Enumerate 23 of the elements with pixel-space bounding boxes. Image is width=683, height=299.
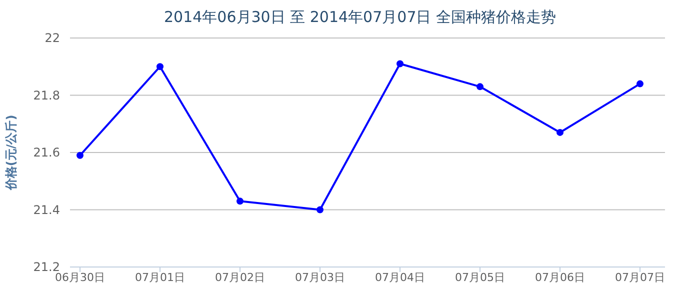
point: [476, 83, 484, 90]
x-tick-label: 06月30日: [55, 271, 105, 284]
y-tick-label: 21.8: [33, 88, 60, 102]
x-tick-label: 07月02日: [215, 271, 265, 284]
point: [396, 60, 404, 68]
x-tick-label: 07月01日: [135, 271, 185, 284]
y-tick-label: 21.4: [33, 202, 60, 217]
x-tick-label: 07月06日: [535, 271, 585, 284]
y-tick-label: 21.6: [33, 146, 60, 160]
point: [316, 206, 324, 214]
y-tick-label: 22: [44, 31, 60, 45]
point: [236, 198, 244, 205]
point: [636, 80, 644, 88]
x-tick-label: 07月03日: [295, 271, 345, 284]
chart-title: 2014年06月30日 至 2014年07月07日 全国种猪价格走势: [164, 8, 556, 26]
point: [556, 128, 564, 136]
y-axis-title: 价格(元/公斤): [4, 114, 18, 192]
y-tick-label: 21.2: [33, 260, 60, 274]
point: [156, 63, 164, 70]
x-tick-label: 07月07日: [615, 271, 665, 284]
x-tick-label: 07月05日: [455, 271, 505, 284]
point: [76, 152, 84, 159]
x-tick-label: 07月04日: [375, 271, 425, 284]
